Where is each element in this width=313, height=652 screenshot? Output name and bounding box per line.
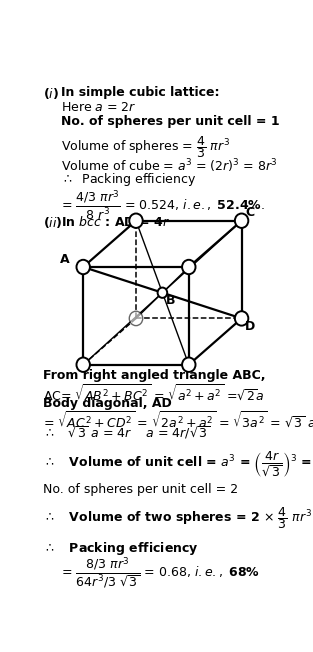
Text: ($\it{ii}$): ($\it{ii}$) [43, 215, 62, 230]
Text: From right angled triangle ABC,: From right angled triangle ABC, [43, 369, 265, 382]
Text: $\therefore$   Packing efficiency: $\therefore$ Packing efficiency [43, 541, 199, 557]
Circle shape [182, 259, 196, 274]
Circle shape [76, 357, 90, 372]
Text: = $\dfrac{4/3\ \pi r^3}{8\ r^3}$ = 0.524, $\mathit{i.e.,}$ $\mathbf{52.4\%}$.: = $\dfrac{4/3\ \pi r^3}{8\ r^3}$ = 0.524… [61, 188, 265, 222]
Text: No. of spheres per unit cell = 2: No. of spheres per unit cell = 2 [43, 483, 238, 496]
Circle shape [129, 311, 143, 325]
Text: $\therefore$  Packing efficiency: $\therefore$ Packing efficiency [61, 171, 196, 188]
Text: Here $a$ = 2$r$: Here $a$ = 2$r$ [61, 101, 136, 114]
Circle shape [182, 357, 196, 372]
Circle shape [235, 213, 248, 228]
Text: Volume of cube = $a^3$ = $(2r)^3$ = $8r^3$: Volume of cube = $a^3$ = $(2r)^3$ = $8r^… [61, 158, 278, 175]
Text: No. of spheres per unit cell = 1: No. of spheres per unit cell = 1 [61, 115, 280, 128]
Text: $\therefore$   Volume of two spheres = 2 $\times$ $\dfrac{4}{3}$ $\pi r^3$ = $\d: $\therefore$ Volume of two spheres = 2 $… [43, 505, 313, 531]
Text: ($\it{i}$): ($\it{i}$) [43, 86, 59, 101]
Circle shape [76, 259, 90, 274]
Text: $\therefore$   Volume of unit cell = $a^3$ = $\left(\dfrac{4r}{\sqrt{3}}\right)^: $\therefore$ Volume of unit cell = $a^3$… [43, 448, 313, 481]
Text: = $\dfrac{8/3\ \pi r^3}{64r^3/3\ \sqrt{3}}$ = 0.68, $\mathit{i.e.,}$ $\mathbf{68: = $\dfrac{8/3\ \pi r^3}{64r^3/3\ \sqrt{3… [61, 556, 260, 591]
Text: = $\sqrt{AC^2+CD^2}$ = $\sqrt{2a^2+a^2}$ = $\sqrt{3a^2}$ = $\sqrt{3}$ $a$: = $\sqrt{AC^2+CD^2}$ = $\sqrt{2a^2+a^2}$… [43, 411, 313, 431]
Text: Body diagonal, AD: Body diagonal, AD [43, 397, 172, 410]
Text: Volume of spheres = $\dfrac{4}{3}$ $\pi r^3$: Volume of spheres = $\dfrac{4}{3}$ $\pi … [61, 134, 230, 160]
Circle shape [129, 213, 143, 228]
Text: In simple cubic lattice:: In simple cubic lattice: [61, 86, 219, 99]
Text: $\therefore$   $\sqrt{3}$ $a$ = 4$r$    $a$ = 4$r$/$\sqrt{3}$: $\therefore$ $\sqrt{3}$ $a$ = 4$r$ $a$ =… [43, 424, 210, 441]
Circle shape [235, 311, 248, 325]
Text: A: A [60, 253, 70, 266]
Circle shape [158, 288, 167, 298]
Text: B: B [166, 294, 176, 307]
Text: C: C [245, 207, 254, 220]
Text: AC= $\sqrt{AB^2+BC^2}$ = $\sqrt{a^2+a^2}$ =$\sqrt{2}$$a$: AC= $\sqrt{AB^2+BC^2}$ = $\sqrt{a^2+a^2}… [43, 383, 264, 404]
Text: D: D [245, 319, 255, 333]
Text: In $\mathbf{\mathit{bcc}}$ : AD = 4$r$: In $\mathbf{\mathit{bcc}}$ : AD = 4$r$ [61, 215, 170, 229]
